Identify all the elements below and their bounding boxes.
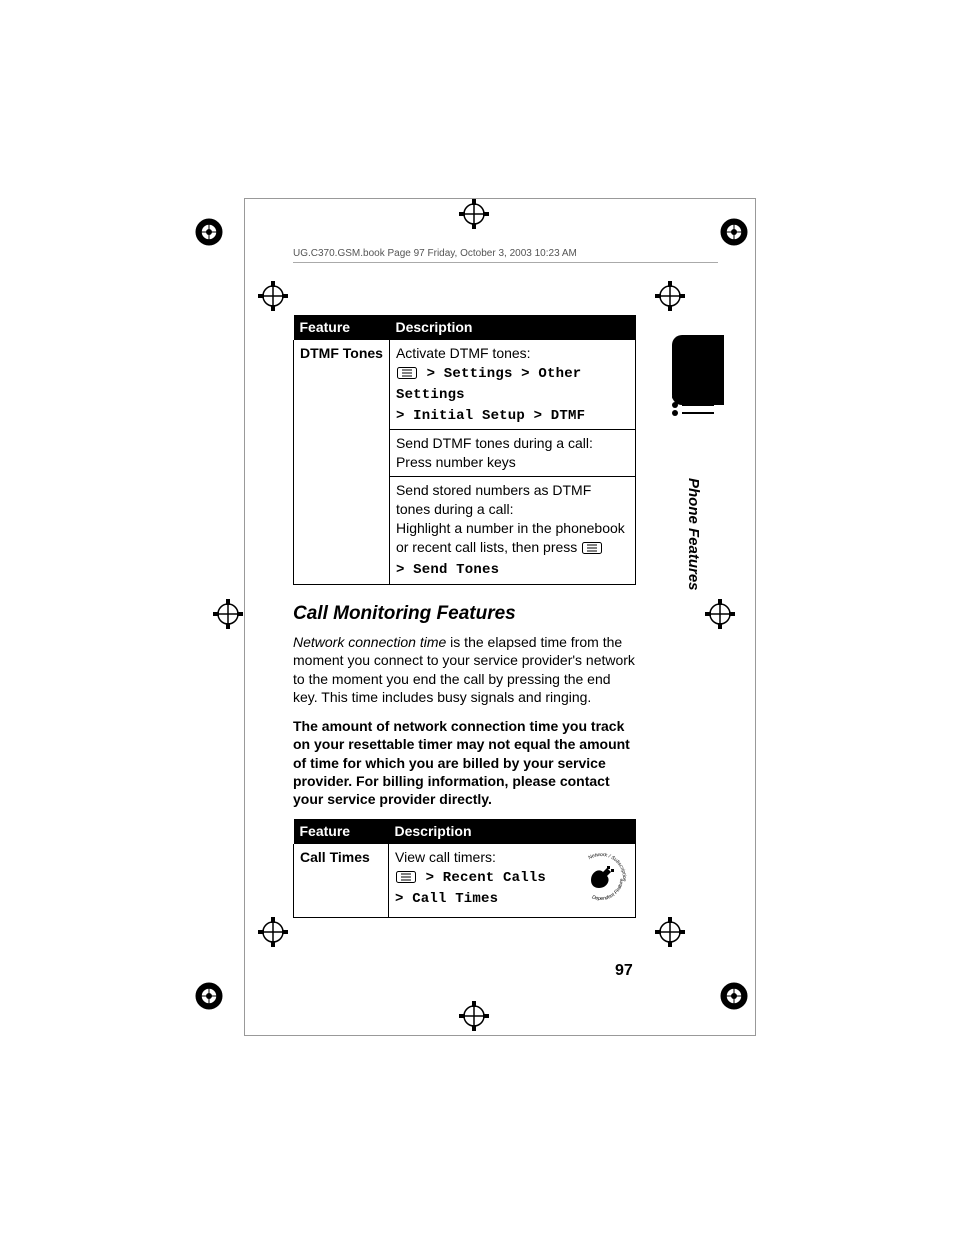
menu-key-icon [397, 365, 417, 384]
main-content: Feature Description DTMF Tones Activate … [293, 315, 636, 918]
para-network-time: Network connection time is the elapsed t… [293, 633, 636, 707]
col-description-header: Description [389, 315, 635, 340]
dtmf-activate-text: Activate DTMF tones: [396, 345, 531, 361]
dtmf-path-1a: > Settings > Other Settings [396, 366, 581, 403]
col-description-header-2: Description [389, 819, 636, 844]
calltimes-desc-cell: Network / Subscription Dependent Feature… [389, 844, 636, 917]
registration-cross-icon [213, 599, 243, 629]
call-times-table: Feature Description Call Times Network /… [293, 819, 636, 918]
section-tab-label: Phone Features [685, 478, 702, 591]
dtmf-path-1b: > Initial Setup > DTMF [396, 408, 585, 424]
dtmf-send-during-cell: Send DTMF tones during a call: Press num… [389, 430, 635, 477]
dtmf-stored-2b: > Send Tones [396, 562, 499, 578]
dtmf-stored-cell: Send stored numbers as DTMF tones during… [389, 477, 635, 584]
calltimes-feature-cell: Call Times [294, 844, 389, 917]
col-feature-header: Feature [294, 315, 390, 340]
network-dependent-badge: Network / Subscription Dependent Feature [573, 850, 629, 911]
dtmf-table: Feature Description DTMF Tones Activate … [293, 315, 636, 585]
calltimes-path2: > Call Times [395, 891, 498, 907]
section-heading: Call Monitoring Features [293, 603, 636, 625]
registration-target-icon [193, 980, 225, 1012]
dtmf-activate-cell: Activate DTMF tones: > Settings > Other … [389, 340, 635, 430]
menu-key-icon [582, 540, 602, 559]
header-rule [293, 262, 718, 263]
calltimes-line1: View call timers: [395, 849, 496, 865]
para1-lead: Network connection time [293, 634, 446, 650]
running-header: UG.C370.GSM.book Page 97 Friday, October… [293, 248, 577, 259]
dtmf-feature-cell: DTMF Tones [294, 340, 390, 584]
dtmf-send-during-1: Send DTMF tones during a call: [396, 435, 593, 451]
dtmf-send-during-2: Press number keys [396, 454, 516, 470]
col-feature-header-2: Feature [294, 819, 389, 844]
page-number: 97 [615, 962, 633, 980]
thumb-tab-list-icon [672, 392, 714, 418]
dtmf-stored-1: Send stored numbers as DTMF tones during… [396, 482, 591, 517]
para-billing-note: The amount of network connection time yo… [293, 717, 636, 809]
calltimes-path1: > Recent Calls [417, 870, 546, 886]
menu-key-icon [396, 869, 416, 888]
registration-target-icon [193, 216, 225, 248]
